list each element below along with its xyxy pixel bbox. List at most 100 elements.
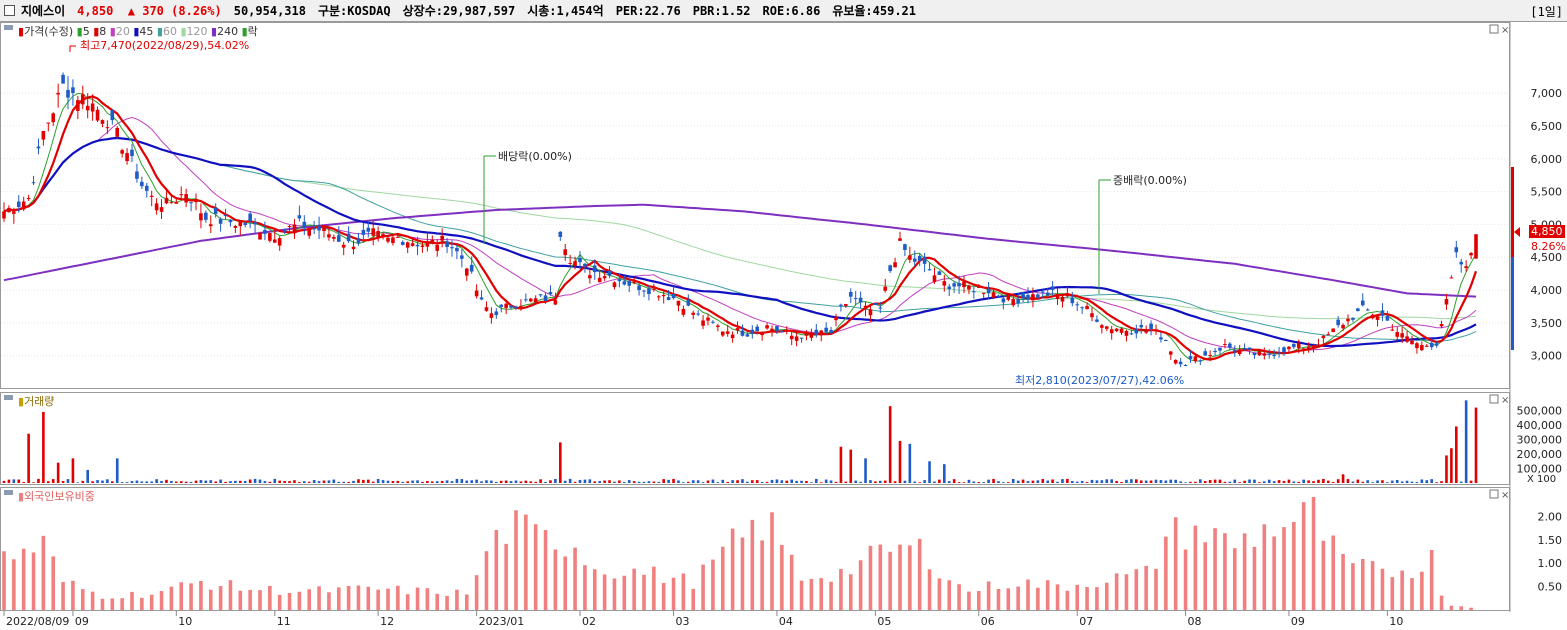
foreign-bar (770, 512, 774, 610)
volume-bar (519, 481, 523, 483)
foreign-bar (1292, 521, 1296, 610)
candle-body (400, 241, 405, 245)
volume-bar (578, 479, 582, 483)
volume-bar (1327, 480, 1330, 483)
candle-body (986, 289, 991, 294)
volume-bar (258, 479, 262, 483)
volume-bar (1095, 480, 1099, 483)
foreign-bar (1203, 542, 1208, 610)
candle-body (652, 288, 656, 290)
candle-body (509, 305, 513, 308)
volume-bar (248, 479, 252, 483)
volume-bar (1194, 481, 1197, 483)
volume-bar (716, 482, 720, 483)
candle-body (765, 325, 769, 329)
current-price: 4,850 (77, 3, 114, 18)
candle-body (1444, 298, 1449, 305)
volume-bar (593, 481, 597, 483)
candle-body (558, 231, 563, 237)
candle-body (1292, 343, 1296, 348)
volume-bar (938, 479, 941, 483)
price-minimize-icon[interactable] (1489, 24, 1499, 34)
volume-bar (303, 481, 306, 483)
foreign-bar (524, 514, 528, 610)
candle-body (1434, 343, 1439, 346)
candle-body (499, 304, 504, 307)
candle-body (519, 305, 523, 307)
x-tick-label: 03 (676, 615, 690, 628)
candle-body (1360, 300, 1365, 306)
low-annotation: 최저2,810(2023/07/27),42.06% (1015, 374, 1184, 387)
period-selector[interactable]: [1일] (1530, 5, 1563, 19)
volume-bar (86, 469, 89, 483)
candle-body (1375, 316, 1380, 320)
volume-bar (755, 480, 759, 483)
foreign-tick-label: 1.50 (1538, 534, 1563, 547)
volume-bar (475, 479, 478, 483)
price-close-icon[interactable]: × (1501, 25, 1509, 36)
candle-body (568, 262, 572, 264)
candle-body (592, 265, 597, 273)
candle-body (2, 211, 6, 219)
volume-close-icon[interactable]: × (1501, 395, 1509, 406)
candle-body (297, 215, 302, 219)
candle-body (735, 328, 740, 331)
foreign-bar (2, 551, 6, 610)
volume-bar (1125, 479, 1128, 483)
volume-bar (219, 479, 222, 483)
foreign-bar (1016, 586, 1020, 610)
volume-bar (155, 479, 158, 483)
candle-body (799, 337, 804, 339)
volume-bar (278, 480, 281, 483)
volume-bar (529, 481, 533, 483)
foreign-bar (317, 586, 321, 610)
volume-bar (1007, 482, 1010, 483)
volume-panel-menu-icon[interactable] (4, 395, 13, 400)
select-checkbox[interactable] (4, 5, 15, 16)
volume-bar (1366, 480, 1369, 483)
candle-body (873, 303, 878, 306)
candle-body (66, 89, 70, 98)
foreign-bar (484, 551, 489, 610)
candle-body (1400, 333, 1404, 338)
volume-bar (1208, 480, 1212, 483)
foreign-bar (839, 568, 843, 610)
foreign-bar (71, 580, 75, 610)
x-tick-label: 09 (1291, 615, 1305, 628)
candle-body (563, 249, 568, 256)
candle-body (1164, 340, 1168, 342)
candle-body (706, 317, 710, 321)
candle-body (1326, 334, 1331, 336)
volume-bar (1410, 481, 1414, 483)
volume-bar (1189, 481, 1192, 483)
volume-bar (165, 479, 168, 483)
volume-bar (1346, 479, 1350, 483)
foreign-bar (376, 589, 380, 610)
volume-bar (997, 481, 1000, 483)
foreign-panel-menu-icon[interactable] (4, 490, 13, 495)
price-panel-menu-icon[interactable] (4, 25, 13, 30)
foreign-bar (1006, 588, 1011, 610)
volume-bar (1415, 482, 1419, 483)
stock-name[interactable]: 지에스이 (21, 4, 66, 18)
volume-bar (810, 482, 813, 483)
foreign-bar (169, 586, 174, 610)
candle-body (1464, 266, 1468, 269)
candle-body (1100, 325, 1104, 328)
foreign-close-icon[interactable]: × (1501, 490, 1509, 501)
foreign-minimize-icon[interactable] (1489, 489, 1499, 499)
volume-bar (1474, 407, 1478, 483)
volume-bar (1159, 480, 1163, 483)
candle-body (1370, 314, 1375, 319)
candle-body (814, 329, 819, 335)
volume-bar (879, 480, 882, 483)
candle-body (962, 281, 966, 288)
candle-body (351, 246, 356, 250)
candle-body (169, 202, 174, 204)
candle-body (1173, 359, 1178, 364)
volume-minimize-icon[interactable] (1489, 394, 1499, 404)
volume-bar (721, 479, 725, 483)
candle-body (1336, 319, 1340, 326)
candle-body (1272, 355, 1276, 357)
volume-bar (554, 479, 557, 483)
